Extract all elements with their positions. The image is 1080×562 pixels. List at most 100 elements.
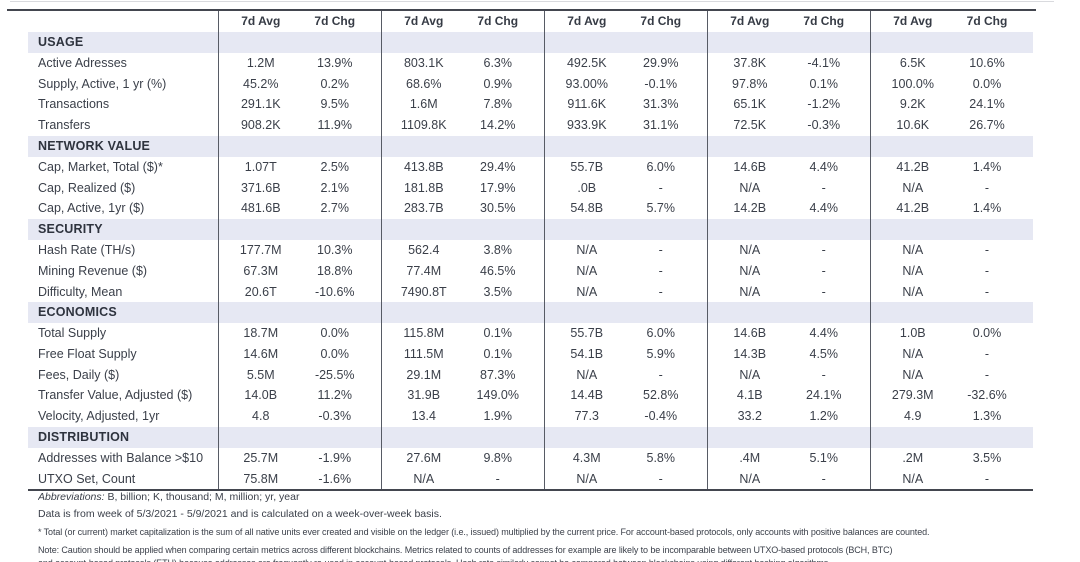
- cell-7d-chg: -: [984, 346, 990, 361]
- cell-7d-avg: 181.8B: [380, 177, 466, 199]
- section-band-cell: [303, 31, 381, 53]
- section-band-cell: [217, 135, 303, 157]
- cell-7d-avg: 14.6B: [706, 156, 792, 178]
- cell-7d-chg: -0.3%: [807, 118, 841, 133]
- cell-7d-chg: 6.0%: [646, 159, 676, 174]
- cell-7d-chg: 24.1%: [806, 388, 842, 403]
- cell-7d-avg: 72.5K: [706, 114, 792, 136]
- section-band-cell: [869, 135, 955, 157]
- col-header-chg: 7d Chg: [803, 14, 845, 29]
- cell-7d-chg: 5.8%: [646, 450, 676, 465]
- cell-7d-chg: -0.3%: [318, 409, 352, 424]
- cell-7d-avg: 10.6K: [869, 114, 955, 136]
- table-row: Addresses with Balance >$10 25.7M -1.9% 27.…: [28, 447, 1033, 469]
- cell-7d-avg: 20.6T: [217, 281, 303, 303]
- cell-7d-chg: 1.9%: [483, 409, 513, 424]
- cell-7d-avg: 111.5M: [380, 343, 466, 365]
- col-header-avg: 7d Avg: [869, 11, 955, 32]
- section-band-cell: [380, 31, 466, 53]
- cell-7d-avg: N/A: [869, 468, 955, 492]
- cell-7d-avg: 31.9B: [380, 385, 466, 407]
- footnote-caution-line1: Note: Caution should be applied when com…: [38, 545, 893, 555]
- col-header-avg: 7d Avg: [380, 11, 466, 32]
- footnote-abbrev-rest: B, billion; K, thousand; M, million; yr,…: [104, 491, 300, 503]
- cell-7d-avg: 18.7M: [217, 322, 303, 344]
- cell-7d-avg: 4.1B: [706, 385, 792, 407]
- section-title: DISTRIBUTION: [28, 426, 218, 448]
- section-band-cell: [792, 31, 870, 53]
- section-band-cell: [792, 218, 870, 240]
- cell-7d-avg: 97.8%: [706, 73, 792, 95]
- row-label: Total Supply: [38, 326, 107, 341]
- cell-7d-avg: 279.3M: [869, 385, 955, 407]
- table-row: Velocity, Adjusted, 1yr 4.8 -0.3% 13.4 1.9% 7…: [28, 406, 1033, 427]
- section-header-row: NETWORK VALUE: [28, 135, 1033, 157]
- cell-7d-chg: -: [658, 242, 663, 257]
- cell-7d-avg: 14.0B: [217, 385, 303, 407]
- cell-7d-chg: -: [792, 468, 870, 492]
- section-band-cell: [955, 302, 1033, 323]
- cell-7d-avg: 75.8M: [217, 468, 303, 492]
- cell-7d-avg: 55.7B: [543, 322, 629, 344]
- section-band-cell: [543, 426, 629, 448]
- cell-7d-avg: 911.6K: [543, 94, 629, 115]
- cell-7d-avg: 908.2K: [217, 114, 303, 136]
- section-band-cell: [955, 218, 1033, 240]
- cell-7d-avg: 77.4M: [380, 260, 466, 282]
- table-row: Cap, Realized ($) 371.6B 2.1% 181.8B 17.9% .0…: [28, 177, 1033, 199]
- table-row: Supply, Active, 1 yr (%) 45.2% 0.2% 68.6% 0.…: [28, 73, 1033, 95]
- cell-7d-avg: 803.1K: [380, 52, 466, 74]
- cell-7d-chg: 11.9%: [317, 118, 352, 133]
- cell-7d-chg: -: [658, 263, 663, 278]
- cell-7d-avg: 1109.8K: [380, 114, 466, 136]
- section-band-cell: [303, 218, 381, 240]
- cell-7d-avg: 481.6B: [217, 198, 303, 219]
- section-band-cell: [543, 218, 629, 240]
- section-band-cell: [792, 135, 870, 157]
- cell-7d-avg: 933.9K: [543, 114, 629, 136]
- cell-7d-chg: -1.6%: [303, 468, 381, 492]
- cell-7d-avg: N/A: [869, 364, 955, 386]
- table-row: Total Supply 18.7M 0.0% 115.8M 0.1% 55.7B 6.0%…: [28, 322, 1033, 344]
- table-row: Free Float Supply 14.6M 0.0% 111.5M 0.1% 54.1…: [28, 343, 1033, 365]
- section-band-cell: [706, 426, 792, 448]
- table-row: Difficulty, Mean 20.6T -10.6% 7490.8T 3.5% N/…: [28, 281, 1033, 303]
- cell-7d-avg: 492.5K: [543, 52, 629, 74]
- cell-7d-chg: 13.9%: [317, 55, 353, 70]
- cell-7d-chg: 2.7%: [320, 201, 350, 216]
- cell-7d-avg: 77.3: [543, 406, 629, 427]
- cell-7d-chg: -: [658, 180, 663, 195]
- cell-7d-chg: 31.1%: [643, 118, 679, 133]
- col-header-avg: 7d Avg: [217, 11, 303, 32]
- cell-7d-chg: -: [466, 468, 544, 492]
- cell-7d-avg: 1.0B: [869, 322, 955, 344]
- cell-7d-avg: 177.7M: [217, 239, 303, 261]
- section-band-cell: [466, 302, 544, 323]
- cell-7d-chg: 4.5%: [809, 346, 839, 361]
- cell-7d-chg: 3.8%: [483, 242, 513, 257]
- cell-7d-chg: -0.4%: [644, 409, 678, 424]
- cell-7d-avg: N/A: [706, 260, 792, 282]
- section-band-cell: [380, 135, 466, 157]
- cell-7d-chg: -: [658, 367, 663, 382]
- cell-7d-chg: 7.8%: [483, 97, 513, 112]
- cell-7d-chg: 0.2%: [320, 76, 350, 91]
- cell-7d-avg: 413.8B: [380, 156, 466, 178]
- cell-7d-avg: N/A: [869, 281, 955, 303]
- cell-7d-chg: -25.5%: [314, 367, 355, 382]
- cell-7d-avg: 25.7M: [217, 447, 303, 469]
- footnote-data-week: Data is from week of 5/3/2021 - 5/9/2021…: [38, 508, 442, 520]
- section-band-cell: [706, 135, 792, 157]
- section-band-cell: [869, 31, 955, 53]
- section-band-cell: [303, 426, 381, 448]
- cell-7d-avg: 100.0%: [869, 73, 955, 95]
- cell-7d-chg: 14.2%: [480, 118, 516, 133]
- col-header-chg: 7d Chg: [477, 14, 519, 29]
- section-band-cell: [629, 135, 707, 157]
- col-header-avg: 7d Avg: [543, 11, 629, 32]
- cell-7d-chg: -32.6%: [967, 388, 1007, 403]
- cell-7d-avg: 54.1B: [543, 343, 629, 365]
- col-header-avg: 7d Avg: [706, 11, 792, 32]
- cell-7d-avg: .0B: [543, 177, 629, 199]
- col-header-chg: 7d Chg: [640, 14, 682, 29]
